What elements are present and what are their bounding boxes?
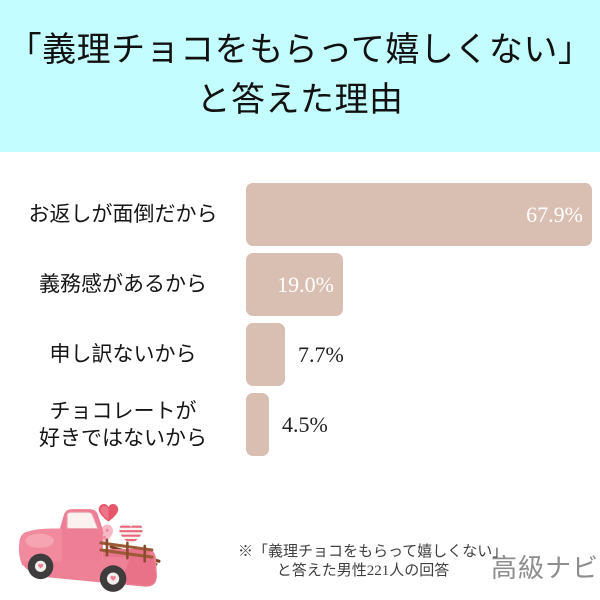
heart-striped-icon — [119, 523, 143, 545]
bar-row: お返しが面倒だから 67.9% — [0, 183, 600, 246]
category-label: 申し訳ないから — [49, 342, 197, 366]
brand-logo: 高級ナビ — [491, 554, 600, 583]
bar-row: 申し訳ないから 7.7% — [0, 323, 600, 386]
front-wheel-icon — [27, 553, 54, 580]
value-label: 67.9% — [526, 201, 583, 227]
truck-illustration — [18, 504, 161, 592]
value-label: 19.0% — [277, 271, 334, 297]
bar: 67.9% — [246, 183, 592, 246]
heart-solid-icon — [98, 504, 119, 522]
category-label: 義務感があるから — [39, 272, 207, 296]
value-label: 4.5% — [282, 411, 328, 437]
truck-body — [18, 509, 157, 587]
category-label: お返しが面倒だから — [28, 202, 218, 226]
rear-wheel-icon — [99, 565, 127, 592]
bar: 4.5% — [246, 393, 328, 456]
bar: 19.0% — [246, 253, 343, 316]
category-label: チョコレートが 好きではないから — [39, 398, 207, 450]
value-label: 7.7% — [298, 341, 344, 367]
bar: 7.7% — [246, 323, 344, 386]
bar-row: チョコレートが 好きではないから 4.5% — [0, 393, 600, 456]
title-banner: 「義理チョコをもらって嬉しくない」 と答えた理由 — [0, 0, 600, 152]
chart-title-line2: と答えた理由 — [196, 82, 404, 119]
source-note-line2: と答えた男性221人の回答 — [276, 563, 450, 579]
source-note-line1: ※「義理チョコをもらって嬉しくない」 — [238, 544, 508, 560]
bar-row: 義務感があるから 19.0% — [0, 253, 600, 316]
chart-title-line1: 「義理チョコをもらって嬉しくない」 — [7, 32, 593, 69]
source-note: ※「義理チョコをもらって嬉しくない」 と答えた男性221人の回答 — [238, 543, 508, 581]
